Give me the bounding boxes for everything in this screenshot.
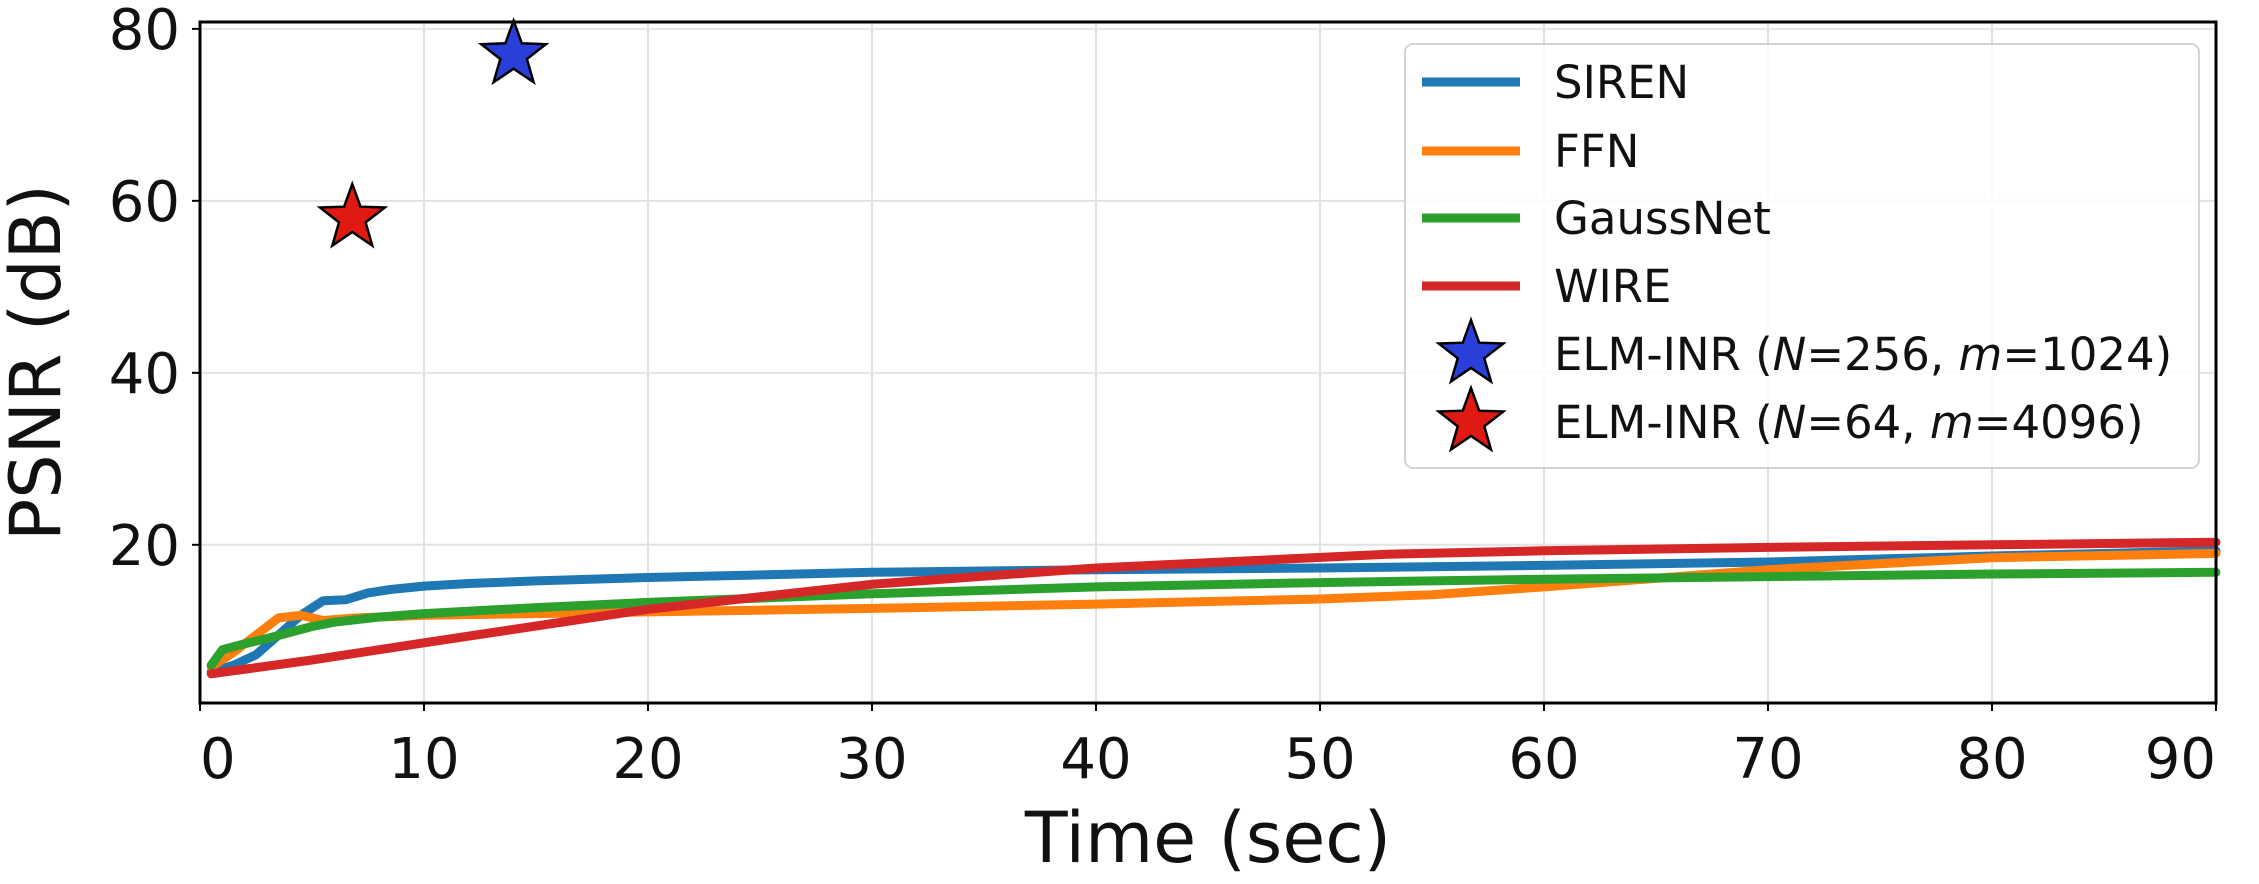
x-tick-label: 60 — [1508, 727, 1579, 792]
legend-label: FFN — [1554, 125, 1639, 178]
star-marker-2 — [316, 180, 389, 249]
x-tick-label: 30 — [836, 727, 907, 792]
legend-label: ELM-INR (N=64, m=4096) — [1554, 396, 2144, 449]
plot-frame — [198, 20, 2218, 705]
x-tick-label: 70 — [1732, 727, 1803, 792]
legend-box — [1404, 43, 2200, 469]
x-tick-label: 10 — [388, 727, 459, 792]
y-tick-label: 20 — [109, 514, 180, 579]
legend-label: WIRE — [1554, 260, 1671, 313]
legend-star-1 — [1435, 316, 1507, 385]
legend-label: GaussNet — [1554, 192, 1771, 245]
x-tick-label: 0 — [200, 727, 236, 792]
axis-ticks: 0 10 20 30 40 50 60 70 80 90 20 40 60 80 — [109, 0, 2217, 792]
y-axis-label: PSNR (dB) — [0, 184, 77, 541]
series-line-gaussnet — [206, 567, 2221, 670]
y-tick-label: 40 — [109, 342, 180, 407]
x-axis-label: Time (sec) — [1024, 797, 1391, 879]
x-tick-label: 90 — [2145, 727, 2216, 792]
series-lines — [206, 537, 2221, 679]
y-tick-label: 60 — [109, 170, 180, 235]
legend-star-2 — [1435, 384, 1507, 453]
y-tick-label: 80 — [109, 0, 180, 63]
legend: SIREN FFN GaussNet WIRE ELM-INR (N=256, m=10… — [1404, 43, 2200, 469]
x-tick-label: 40 — [1060, 727, 1131, 792]
x-tick-label: 80 — [1956, 727, 2027, 792]
series-line-wire — [206, 537, 2221, 679]
star-marker-1 — [477, 17, 550, 86]
x-tick-label: 20 — [612, 727, 683, 792]
series-line-ffn — [206, 548, 2221, 672]
x-tick-label: 50 — [1284, 727, 1355, 792]
star-markers — [316, 17, 550, 249]
legend-label: SIREN — [1554, 56, 1689, 109]
legend-label: ELM-INR (N=256, m=1024) — [1554, 328, 2172, 381]
